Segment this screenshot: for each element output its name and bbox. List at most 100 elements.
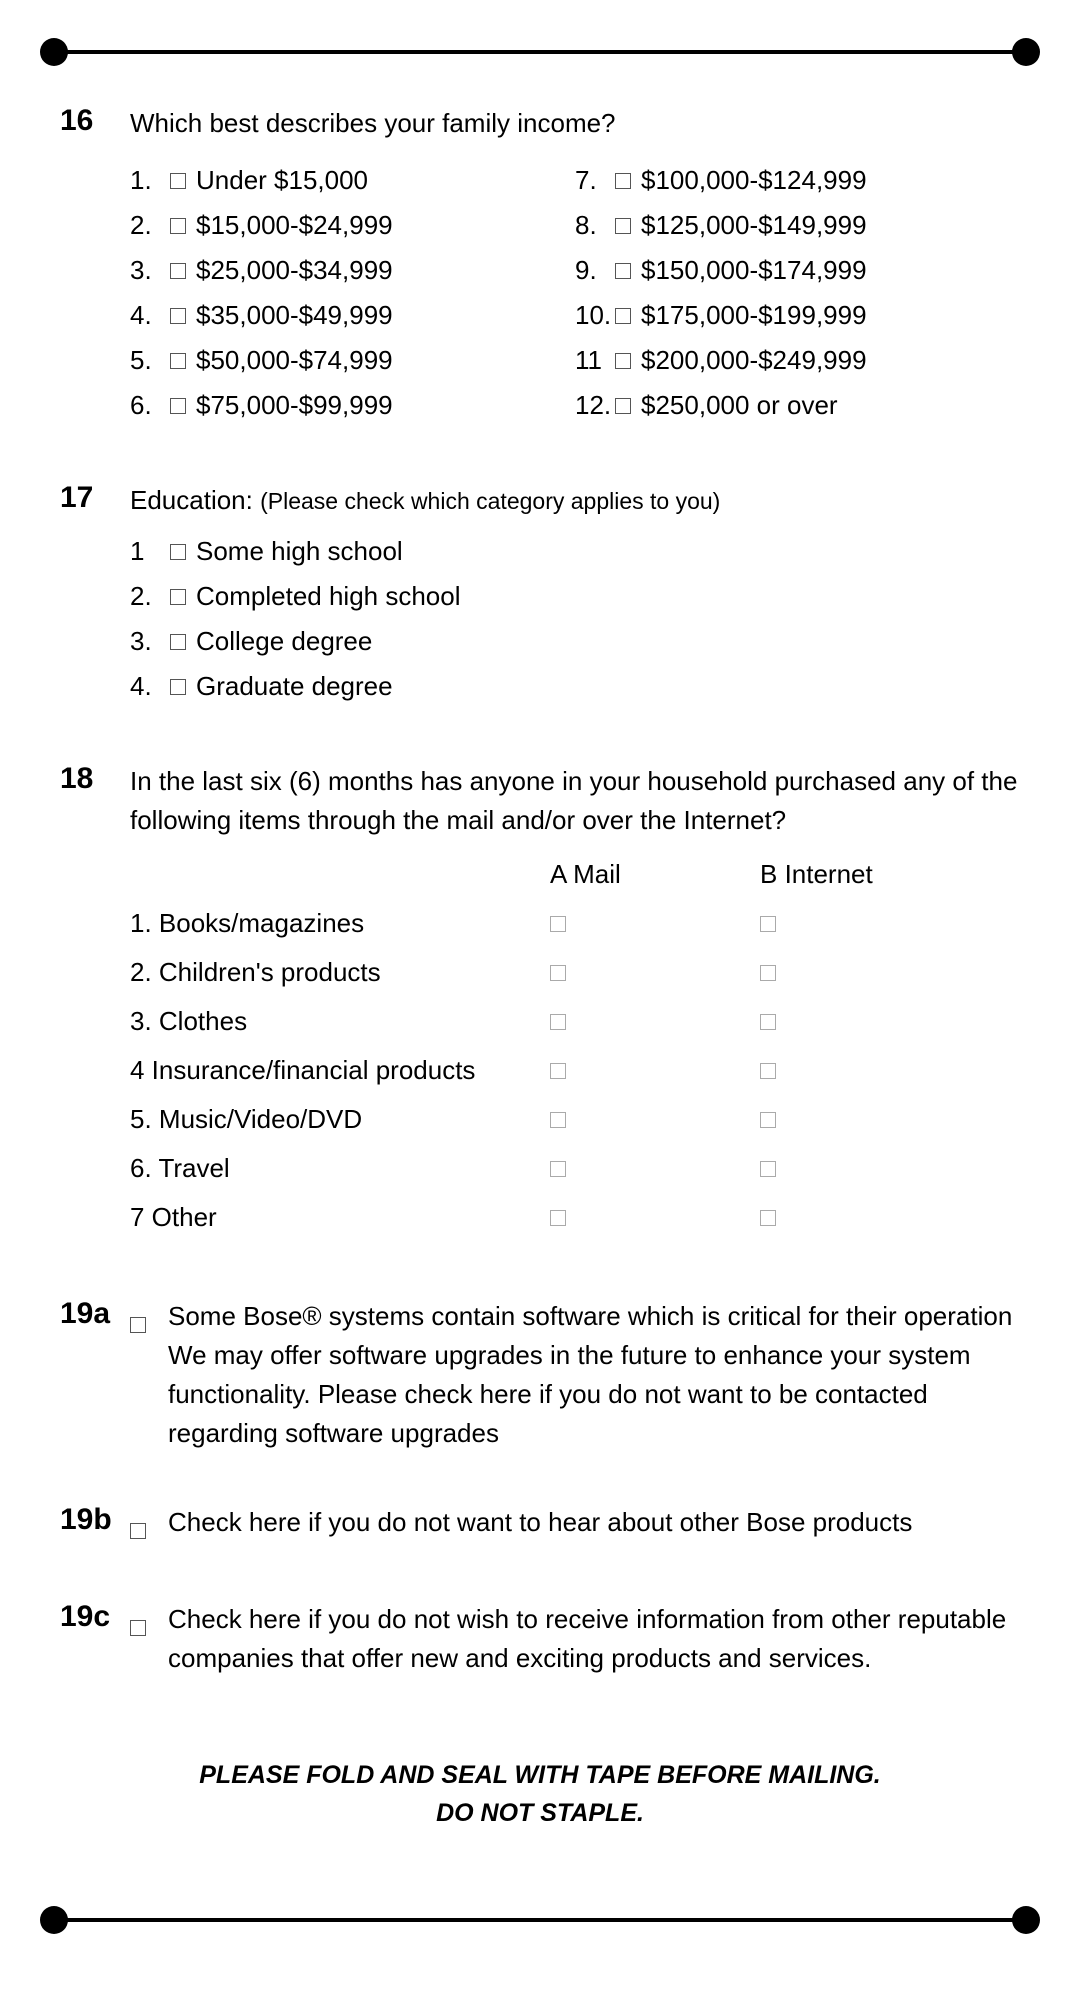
option-label: $25,000-$34,999 — [196, 251, 393, 290]
purchase-label: 7 Other — [130, 1198, 550, 1237]
option-label: Under $15,000 — [196, 161, 368, 200]
q17-subtext: (Please check which category applies to … — [260, 488, 720, 514]
option-label: $100,000-$124,999 — [641, 161, 867, 200]
option-checkbox[interactable] — [615, 173, 631, 189]
option-number: 7. — [575, 161, 615, 200]
mail-checkbox[interactable] — [550, 916, 566, 932]
internet-checkbox[interactable] — [760, 1014, 776, 1030]
q19a-number: 19a — [60, 1297, 130, 1453]
income-option: 3. $25,000-$34,999 — [130, 251, 575, 290]
bottom-divider — [50, 1918, 1030, 1922]
option-checkbox[interactable] — [615, 263, 631, 279]
option-number: 3. — [130, 622, 170, 661]
income-option: 12. $250,000 or over — [575, 386, 1020, 425]
option-number: 3. — [130, 251, 170, 290]
option-label: Completed high school — [196, 577, 461, 616]
option-number: 12. — [575, 386, 615, 425]
option-number: 4. — [130, 667, 170, 706]
purchase-label: 1. Books/magazines — [130, 904, 550, 943]
option-checkbox[interactable] — [170, 398, 186, 414]
purchase-row: 1. Books/magazines — [130, 904, 1020, 943]
income-option: 10. $175,000-$199,999 — [575, 296, 1020, 335]
internet-checkbox[interactable] — [760, 1112, 776, 1128]
q17-number: 17 — [60, 481, 130, 712]
q17-text: Education: — [130, 485, 260, 515]
internet-checkbox[interactable] — [760, 1161, 776, 1177]
purchase-row: 6. Travel — [130, 1149, 1020, 1188]
purchase-label: 5. Music/Video/DVD — [130, 1100, 550, 1139]
question-18: 18 In the last six (6) months has anyone… — [60, 762, 1020, 1247]
option-label: $75,000-$99,999 — [196, 386, 393, 425]
option-label: $175,000-$199,999 — [641, 296, 867, 335]
mail-checkbox[interactable] — [550, 1210, 566, 1226]
option-label: $50,000-$74,999 — [196, 341, 393, 380]
option-number: 10. — [575, 296, 615, 335]
q19c-number: 19c — [60, 1600, 130, 1678]
option-number: 1 — [130, 532, 170, 571]
income-option: 6. $75,000-$99,999 — [130, 386, 575, 425]
option-checkbox[interactable] — [615, 398, 631, 414]
purchase-label: 3. Clothes — [130, 1002, 550, 1041]
q19b-checkbox[interactable] — [130, 1523, 146, 1539]
option-checkbox[interactable] — [170, 634, 186, 650]
option-checkbox[interactable] — [170, 308, 186, 324]
question-16: 16 Which best describes your family inco… — [60, 104, 1020, 431]
option-checkbox[interactable] — [615, 353, 631, 369]
q19c-text: Check here if you do not wish to receive… — [168, 1600, 1020, 1678]
dot-bottom-left — [40, 1906, 68, 1934]
option-checkbox[interactable] — [170, 679, 186, 695]
mail-checkbox[interactable] — [550, 1112, 566, 1128]
purchase-label: 4 Insurance/financial products — [130, 1051, 550, 1090]
mail-checkbox[interactable] — [550, 1014, 566, 1030]
option-label: $15,000-$24,999 — [196, 206, 393, 245]
option-checkbox[interactable] — [170, 544, 186, 560]
mail-checkbox[interactable] — [550, 1161, 566, 1177]
option-label: Graduate degree — [196, 667, 393, 706]
internet-checkbox[interactable] — [760, 965, 776, 981]
dot-top-right — [1012, 38, 1040, 66]
question-19b: 19b Check here if you do not want to hea… — [60, 1503, 1020, 1550]
option-checkbox[interactable] — [170, 173, 186, 189]
q19a-checkbox[interactable] — [130, 1317, 146, 1333]
option-number: 1. — [130, 161, 170, 200]
q16-text: Which best describes your family income? — [130, 104, 1020, 143]
q19c-checkbox[interactable] — [130, 1620, 146, 1636]
option-number: 9. — [575, 251, 615, 290]
purchase-row: 3. Clothes — [130, 1002, 1020, 1041]
purchase-label: 6. Travel — [130, 1149, 550, 1188]
option-label: College degree — [196, 622, 372, 661]
option-checkbox[interactable] — [170, 353, 186, 369]
option-label: $125,000-$149,999 — [641, 206, 867, 245]
option-number: 4. — [130, 296, 170, 335]
income-option: 11$200,000-$249,999 — [575, 341, 1020, 380]
question-19c: 19c Check here if you do not wish to rec… — [60, 1600, 1020, 1678]
option-label: $35,000-$49,999 — [196, 296, 393, 335]
dot-bottom-right — [1012, 1906, 1040, 1934]
q19b-text: Check here if you do not want to hear ab… — [168, 1503, 912, 1542]
income-option: 9. $150,000-$174,999 — [575, 251, 1020, 290]
q18-col-a-header: A Mail — [550, 855, 760, 894]
option-number: 6. — [130, 386, 170, 425]
option-checkbox[interactable] — [615, 218, 631, 234]
option-label: $150,000-$174,999 — [641, 251, 867, 290]
question-19a: 19a Some Bose® systems contain software … — [60, 1297, 1020, 1453]
option-label: $200,000-$249,999 — [641, 341, 867, 380]
purchase-row: 5. Music/Video/DVD — [130, 1100, 1020, 1139]
question-17: 17 Education: (Please check which catego… — [60, 481, 1020, 712]
top-divider — [50, 50, 1030, 54]
option-label: Some high school — [196, 532, 403, 571]
education-option: 3. College degree — [130, 622, 1020, 661]
income-option: 4. $35,000-$49,999 — [130, 296, 575, 335]
option-checkbox[interactable] — [170, 218, 186, 234]
internet-checkbox[interactable] — [760, 1210, 776, 1226]
option-checkbox[interactable] — [170, 589, 186, 605]
q18-col-b-header: B Internet — [760, 855, 970, 894]
mail-checkbox[interactable] — [550, 965, 566, 981]
internet-checkbox[interactable] — [760, 1063, 776, 1079]
option-checkbox[interactable] — [615, 308, 631, 324]
option-checkbox[interactable] — [170, 263, 186, 279]
option-label: $250,000 or over — [641, 386, 838, 425]
internet-checkbox[interactable] — [760, 916, 776, 932]
mail-checkbox[interactable] — [550, 1063, 566, 1079]
q19a-text: Some Bose® systems contain software whic… — [168, 1297, 1020, 1453]
